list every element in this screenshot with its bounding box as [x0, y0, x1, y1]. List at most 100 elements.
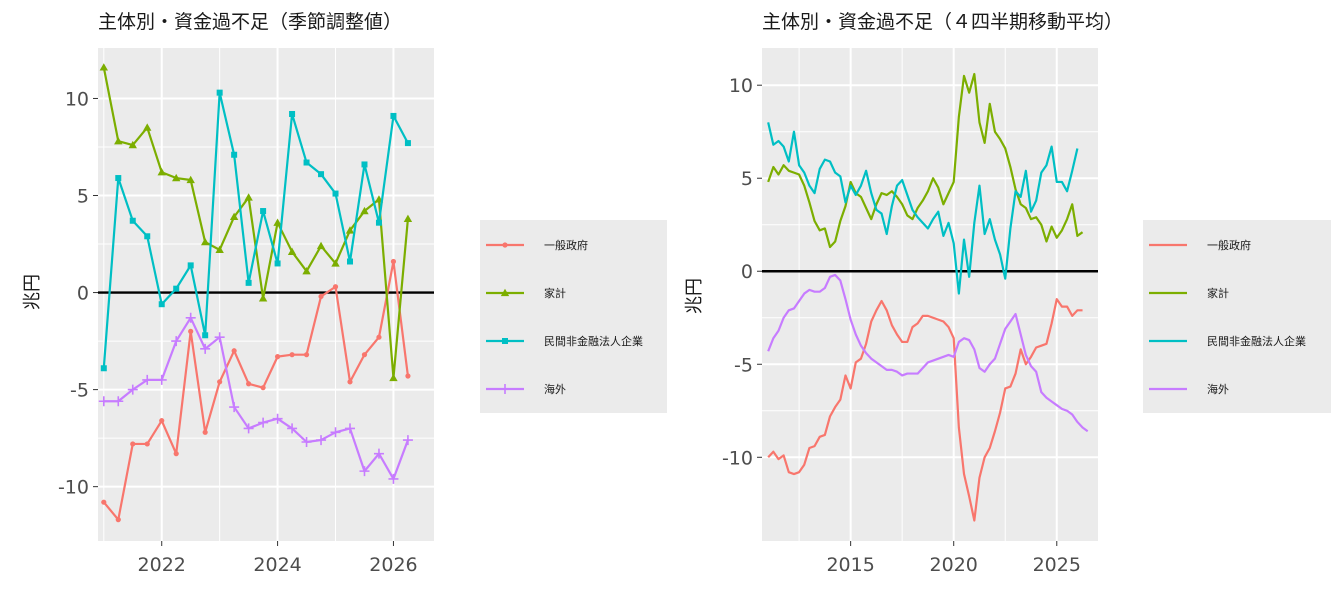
chart1-legend-label-4: 海外 [544, 382, 566, 396]
chart2-y-tick-label: -10 [722, 447, 753, 469]
chart1-ylabel: 兆円 [22, 274, 43, 310]
chart1-point [303, 352, 310, 358]
chart1-legend-marker-4 [500, 384, 510, 394]
chart2-y-tick-label: 0 [741, 261, 753, 283]
chart1-legend-label-3: 民間非金融法人企業 [544, 334, 643, 348]
chart1-point [188, 328, 194, 334]
chart1-point [173, 285, 180, 292]
chart1-point [390, 258, 397, 265]
chart1-point [229, 402, 240, 413]
chart1-point [373, 448, 384, 459]
chart1-point [142, 374, 153, 385]
chart1-legend-box [480, 220, 667, 413]
chart1-point [330, 427, 341, 438]
chart1-point [99, 63, 108, 71]
chart1-point [200, 237, 210, 246]
chart1-point [289, 352, 295, 358]
chart1-point [360, 206, 369, 215]
chart2-legend-label-3: 民間非金融法人企業 [1207, 334, 1306, 348]
chart1-point [114, 136, 123, 145]
chart1-point [274, 354, 281, 360]
chart1-y-tick-label: 0 [77, 283, 89, 305]
chart1-point [98, 396, 109, 407]
chart1-point [171, 336, 182, 347]
chart2-series-line-4 [767, 273, 1089, 433]
chart2-title: 主体別・資金過不足（４四半期移動平均） [762, 11, 1123, 33]
chart1-point [128, 140, 137, 149]
chart1-point [389, 373, 398, 382]
chart2-legend-label-1: 一般政府 [1207, 238, 1251, 252]
chart1-point [272, 413, 283, 424]
chart1-point [332, 284, 339, 290]
chart1-point [172, 173, 181, 182]
chart1-point [318, 171, 325, 178]
chart1-point [143, 123, 152, 131]
chart1-point [217, 379, 223, 385]
chart1-point [345, 423, 355, 434]
chart1-point [273, 218, 282, 226]
chart2-x-tick-label: 2020 [930, 554, 978, 576]
chart1-point [159, 418, 165, 424]
chart1-point [101, 499, 107, 505]
chart1-point [115, 517, 121, 523]
chart1-legend-marker-1 [502, 242, 508, 248]
chart1-legend-marker-3 [502, 338, 508, 344]
chart1-point [302, 267, 311, 275]
chart1-point [390, 112, 397, 119]
chart1-series-markers-4 [98, 312, 413, 484]
chart1-series-markers-1 [101, 258, 411, 523]
chart2-legend-label-2: 家計 [1207, 286, 1229, 300]
chart1-point [216, 89, 223, 96]
chart1-point [260, 208, 267, 215]
chart1-point [332, 190, 339, 197]
chart2-series-line-3 [767, 122, 1079, 295]
chart1-point [229, 212, 239, 221]
chart2-series-line-1 [767, 298, 1083, 522]
chart1-point [200, 343, 211, 354]
chart1-point [303, 159, 310, 166]
chart1-point [403, 214, 413, 222]
chart1-point [361, 352, 368, 358]
chart1-point [274, 260, 281, 267]
chart1-point [388, 473, 399, 484]
chart1-point [173, 451, 179, 457]
chart1-point [316, 241, 326, 250]
chart1-x-tick-label: 2026 [369, 554, 417, 576]
chart2-y-tick-label: -5 [734, 354, 753, 376]
chart1-point [258, 417, 269, 428]
chart1-point [301, 437, 312, 448]
chart1-title: 主体別・資金過不足（季節調整値） [98, 11, 402, 33]
chart1-series-markers-3 [100, 89, 411, 372]
chart1-point [156, 374, 167, 385]
chart1-point [144, 233, 151, 240]
chart1-point [404, 140, 411, 147]
chart1-point [202, 429, 208, 435]
chart1-point [316, 435, 327, 446]
chart1-point [246, 381, 252, 387]
chart2-x-tick-label: 2015 [826, 554, 874, 576]
chart1-point [361, 161, 368, 168]
chart1-point [405, 373, 411, 379]
chart1-point [245, 279, 252, 286]
chart1-point [260, 385, 266, 391]
chart1-point [231, 348, 237, 354]
chart1-x-tick-label: 2022 [138, 554, 186, 576]
chart1-legend-point [500, 384, 510, 394]
chart2-x-tick-label: 2025 [1033, 554, 1081, 576]
chart1-point [289, 110, 296, 117]
chart1-point [157, 168, 166, 176]
chart1-point [359, 466, 370, 477]
chart2-series-line-2 [767, 72, 1084, 249]
chart1-y-tick-label: -10 [58, 477, 89, 499]
chart1-point [345, 226, 355, 234]
chart2-y-tick-label: 10 [729, 75, 753, 97]
chart1-panel-background [98, 48, 434, 541]
chart1-point [287, 247, 297, 255]
chart1-point [100, 365, 107, 372]
chart1-point [214, 332, 225, 343]
chart1-point [347, 258, 353, 265]
chart1-legend-point [502, 338, 508, 344]
chart1-point [115, 175, 122, 182]
chart1-y-tick-label: -5 [70, 380, 89, 402]
chart1-point [347, 379, 353, 385]
